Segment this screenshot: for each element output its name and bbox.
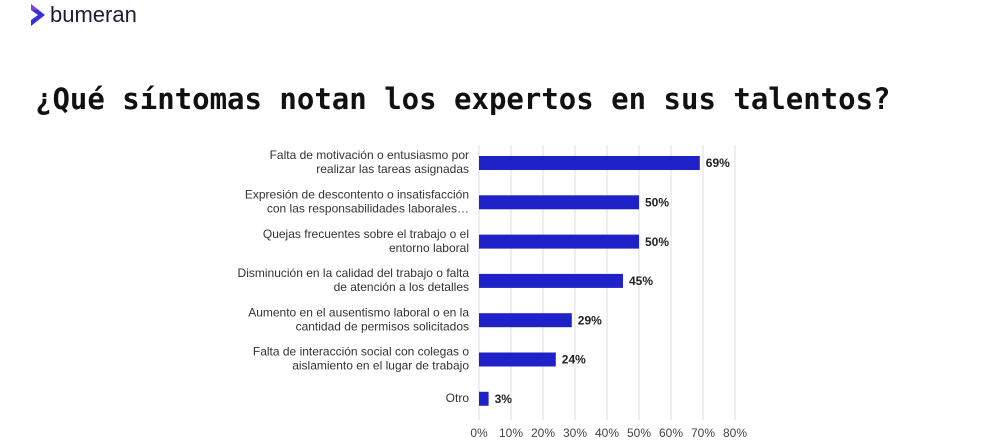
x-tick-label: 60% xyxy=(659,426,683,440)
bar xyxy=(479,195,639,210)
category-label: Aumento en el ausentismo laboral o en la xyxy=(248,305,469,319)
bar xyxy=(479,313,572,328)
category-label: entorno laboral xyxy=(389,241,469,255)
category-label: cantidad de permisos solicitados xyxy=(296,319,469,333)
x-tick-label: 10% xyxy=(499,426,523,440)
bar xyxy=(479,234,639,249)
value-label: 29% xyxy=(578,313,602,327)
chart-title: ¿Qué síntomas notan los expertos en sus … xyxy=(35,82,891,116)
x-tick-label: 40% xyxy=(595,426,619,440)
x-tick-label: 80% xyxy=(723,426,747,440)
category-label: realizar las tareas asignadas xyxy=(316,162,469,176)
x-tick-label: 30% xyxy=(563,426,587,440)
logo-text: bumeran xyxy=(50,2,137,27)
category-label: Quejas frecuentes sobre el trabajo o el xyxy=(263,227,469,241)
category-label: Falta de interacción social con colegas … xyxy=(253,345,469,359)
category-label: de atención a los detalles xyxy=(334,280,469,294)
bar xyxy=(479,156,700,170)
x-tick-label: 20% xyxy=(531,426,555,440)
bar xyxy=(479,352,556,367)
value-label: 24% xyxy=(562,353,586,367)
x-tick-label: 50% xyxy=(627,426,651,440)
category-label: Expresión de descontento o insatisfacció… xyxy=(245,187,469,201)
bar xyxy=(479,391,489,406)
logo-icon xyxy=(31,4,45,26)
value-label: 69% xyxy=(706,156,730,170)
value-label: 3% xyxy=(495,392,513,406)
category-label: Falta de motivación o entusiasmo por xyxy=(270,148,469,162)
x-tick-label: 0% xyxy=(470,426,488,440)
value-label: 45% xyxy=(629,274,653,288)
value-label: 50% xyxy=(645,195,669,209)
bar xyxy=(479,273,623,288)
x-tick-label: 70% xyxy=(691,426,715,440)
category-label: con las responsabilidades laborales… xyxy=(267,201,469,215)
category-label: aislamiento en el lugar de trabajo xyxy=(292,359,469,373)
category-label: Otro xyxy=(446,391,470,405)
category-label: Disminución en la calidad del trabajo o … xyxy=(238,266,470,280)
value-label: 50% xyxy=(645,235,669,249)
